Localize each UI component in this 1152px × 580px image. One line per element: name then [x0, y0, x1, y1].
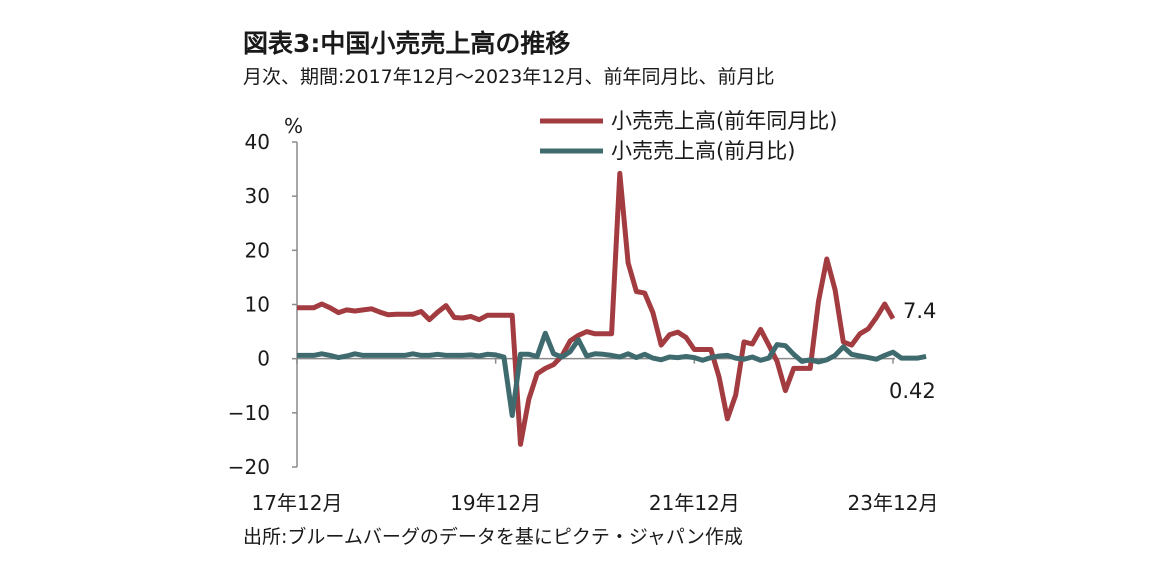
axes	[296, 142, 895, 467]
y-axis-ticks: 40 30 20 10 0 −10 −20	[228, 130, 297, 479]
source-note: 出所:ブルームバーグのデータを基にピクテ・ジャパン作成	[243, 525, 743, 548]
x-axis-ticks: 17年12月 19年12月 21年12月 23年12月	[252, 358, 939, 515]
y-tick-label: −10	[228, 401, 270, 425]
series-lines	[297, 170, 927, 447]
x-tick-label: 17年12月	[252, 491, 343, 515]
legend: 小売売上高(前年同月比) 小売売上高(前月比)	[540, 109, 837, 163]
y-tick-label: 30	[245, 184, 270, 208]
y-tick-label: −20	[228, 455, 270, 479]
callout-latest-yoy: 7.4	[903, 299, 936, 323]
chart-subtitle: 月次、期間:2017年12月～2023年12月、前年同月比、前月比	[243, 66, 774, 88]
x-tick-label: 21年12月	[649, 491, 740, 515]
y-tick-label: 20	[245, 238, 270, 262]
legend-label-mom: 小売売上高(前月比)	[611, 139, 795, 163]
legend-label-yoy: 小売売上高(前年同月比)	[611, 109, 837, 133]
y-tick-label: 10	[245, 293, 270, 317]
series-line-yoy	[297, 170, 896, 447]
x-tick-label: 23年12月	[848, 491, 939, 515]
callout-latest-mom: 0.42	[889, 379, 936, 403]
chart-title: 図表3:中国小売売上高の推移	[243, 29, 570, 58]
y-axis-unit-label: %	[284, 114, 303, 138]
y-tick-label: 0	[257, 347, 270, 371]
series-line-mom	[297, 330, 927, 418]
y-tick-label: 40	[245, 130, 270, 154]
x-tick-label: 19年12月	[450, 491, 541, 515]
